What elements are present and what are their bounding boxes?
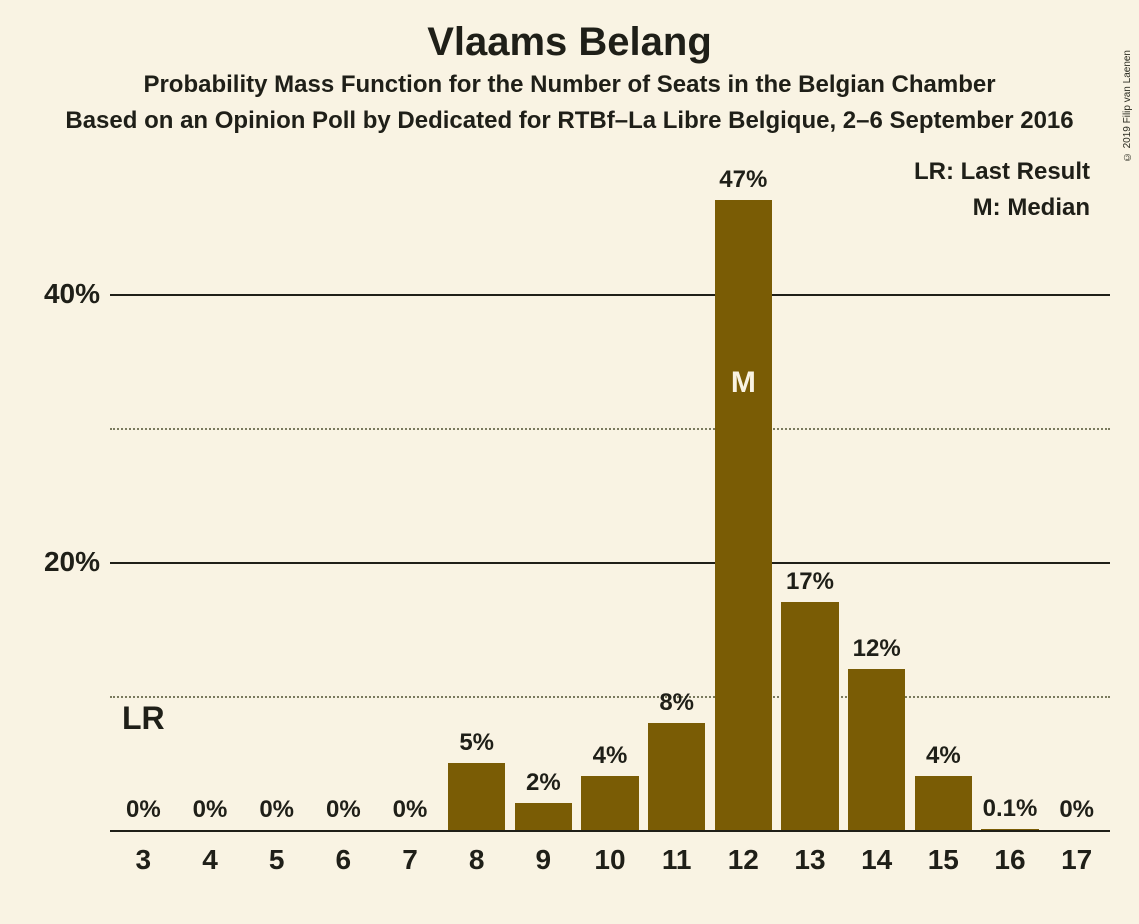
bar-value-label: 0% xyxy=(259,796,294,830)
bar: 47%12M xyxy=(715,160,772,830)
bar-category-label: 12 xyxy=(728,830,759,876)
chart-titles: Vlaams Belang Probability Mass Function … xyxy=(0,0,1139,135)
bar: 2%9 xyxy=(515,160,572,830)
bar-category-label: 6 xyxy=(336,830,352,876)
bar-value-label: 8% xyxy=(659,689,694,723)
bar: 0%4 xyxy=(181,160,238,830)
bar-value-label: 17% xyxy=(786,568,834,602)
x-axis-baseline xyxy=(110,830,1110,832)
copyright-text: © 2019 Filip van Laenen xyxy=(1122,50,1133,162)
bar-fill xyxy=(915,776,972,830)
bar: 0%6 xyxy=(315,160,372,830)
bar-value-label: 0% xyxy=(393,796,428,830)
bar: 4%10 xyxy=(581,160,638,830)
bar-category-label: 13 xyxy=(794,830,825,876)
bar-category-label: 8 xyxy=(469,830,485,876)
bars-group: 0%30%40%50%60%75%82%94%108%1147%12M17%13… xyxy=(110,160,1110,830)
bar: 0.1%16 xyxy=(981,160,1038,830)
bar-value-label: 0% xyxy=(1059,796,1094,830)
plot-area: LR: Last Result M: Median 20%40% 0%30%40… xyxy=(110,160,1110,830)
bar: 0%7 xyxy=(381,160,438,830)
bar-category-label: 7 xyxy=(402,830,418,876)
bar: 0%17 xyxy=(1048,160,1105,830)
bar-category-label: 10 xyxy=(594,830,625,876)
bar-value-label: 12% xyxy=(853,635,901,669)
bar-value-label: 4% xyxy=(593,742,628,776)
bar-category-label: 15 xyxy=(928,830,959,876)
bar-value-label: 5% xyxy=(459,729,494,763)
chart-container: © 2019 Filip van Laenen Vlaams Belang Pr… xyxy=(0,0,1139,924)
bar-category-label: 4 xyxy=(202,830,218,876)
chart-subtitle-1: Probability Mass Function for the Number… xyxy=(0,65,1139,99)
bar-category-label: 11 xyxy=(662,830,692,876)
bar-fill xyxy=(848,669,905,830)
bar-fill xyxy=(581,776,638,830)
lr-marker: LR xyxy=(122,700,165,737)
bar-fill xyxy=(448,763,505,830)
median-marker: M xyxy=(731,366,756,400)
y-tick-label: 40% xyxy=(44,278,100,310)
bar-value-label: 0% xyxy=(126,796,161,830)
bar-category-label: 14 xyxy=(861,830,892,876)
bar-category-label: 3 xyxy=(136,830,152,876)
bar-value-label: 0% xyxy=(326,796,361,830)
bar: 0%5 xyxy=(248,160,305,830)
bar: 5%8 xyxy=(448,160,505,830)
bar: 17%13 xyxy=(781,160,838,830)
bar: 12%14 xyxy=(848,160,905,830)
chart-subtitle-2: Based on an Opinion Poll by Dedicated fo… xyxy=(0,99,1139,135)
bar-fill xyxy=(715,200,772,830)
bar: 8%11 xyxy=(648,160,705,830)
bar-value-label: 4% xyxy=(926,742,961,776)
bar: 4%15 xyxy=(915,160,972,830)
bar-fill xyxy=(781,602,838,830)
bar-category-label: 9 xyxy=(536,830,552,876)
bar-category-label: 5 xyxy=(269,830,285,876)
bar-value-label: 47% xyxy=(719,166,767,200)
y-tick-label: 20% xyxy=(44,546,100,578)
bar-fill xyxy=(515,803,572,830)
bar-category-label: 16 xyxy=(994,830,1025,876)
bar-category-label: 17 xyxy=(1061,830,1092,876)
bar-value-label: 0.1% xyxy=(983,795,1038,829)
chart-title: Vlaams Belang xyxy=(0,0,1139,65)
bar-value-label: 0% xyxy=(193,796,228,830)
bar-value-label: 2% xyxy=(526,769,561,803)
bar-fill xyxy=(648,723,705,830)
